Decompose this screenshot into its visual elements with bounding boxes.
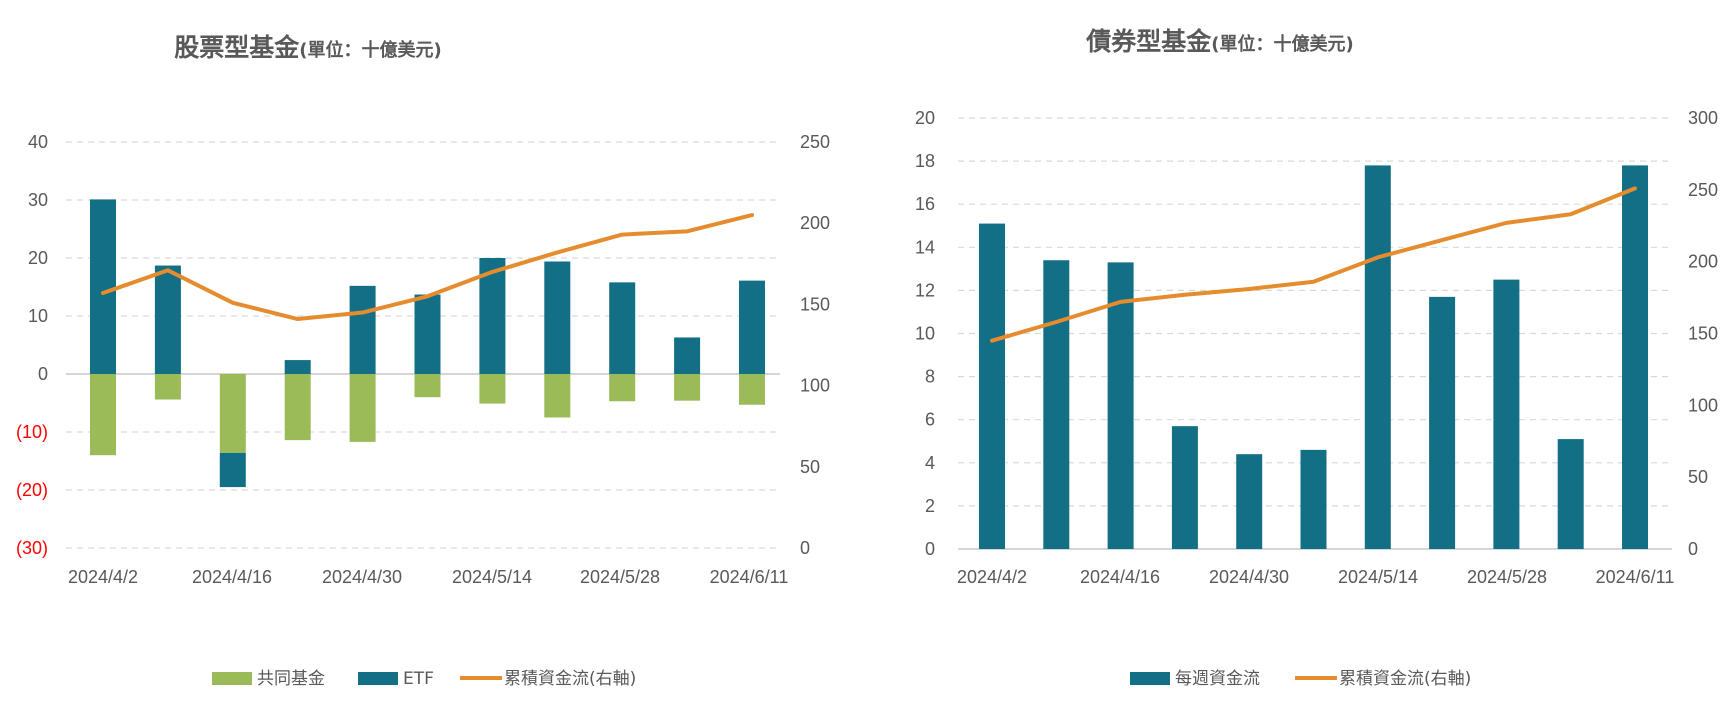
y-left-tick-label: 20 xyxy=(28,248,48,268)
mutual-fund-bar xyxy=(479,374,506,404)
legend: 每週資金流 累積資金流(右軸) xyxy=(1130,669,1471,689)
etf-bar xyxy=(544,261,571,374)
x-tick-label: 2024/5/28 xyxy=(580,567,660,587)
chart-title-main: 債券型基金 xyxy=(1085,27,1212,56)
legend: 共同基金 ETF 累積資金流(右軸) xyxy=(212,669,636,689)
y-left-tick-label: 0 xyxy=(925,539,935,559)
chart-1: 股票型基金(單位：十億美元)403020100(10)(20)(30)25020… xyxy=(16,33,830,689)
y-right-tick-label: 0 xyxy=(800,538,810,558)
etf-bar xyxy=(349,285,376,374)
legend-swatch-etf xyxy=(358,672,398,685)
etf-bar xyxy=(674,337,701,374)
etf-bar xyxy=(284,360,311,374)
mutual-fund-bar xyxy=(414,374,441,398)
y-right-tick-label: 0 xyxy=(1688,539,1698,559)
weekly-flow-bar xyxy=(1364,165,1391,549)
y-right-tick-label: 100 xyxy=(1688,395,1718,415)
weekly-flow-bar xyxy=(1171,426,1198,549)
chart-subtitle: (單位：十億美元) xyxy=(299,39,441,61)
etf-bar xyxy=(90,199,116,374)
etf-bar xyxy=(479,258,506,374)
y-left-tick-label: 30 xyxy=(28,190,48,210)
legend-label: 共同基金 xyxy=(257,669,325,689)
y-right-tick-label: 250 xyxy=(1688,180,1718,200)
mutual-fund-bar xyxy=(739,374,765,405)
legend-swatch-mutual-fund xyxy=(212,672,252,685)
x-tick-label: 2024/4/2 xyxy=(68,567,138,587)
y-right-tick-label: 50 xyxy=(1688,467,1708,487)
y-right-tick-label: 100 xyxy=(800,376,830,396)
y-left-tick-label: 10 xyxy=(915,324,935,344)
x-tick-label: 2024/6/11 xyxy=(710,567,789,587)
mutual-fund-bar xyxy=(544,374,571,418)
weekly-flow-bar xyxy=(1557,439,1584,549)
mutual-fund-bar xyxy=(609,374,636,402)
chart-title: 股票型基金(單位：十億美元) xyxy=(174,33,441,62)
x-tick-label: 2024/6/11 xyxy=(1596,567,1675,587)
y-left-tick-label: 20 xyxy=(915,108,935,128)
y-left-tick-label: 40 xyxy=(28,132,48,152)
cumulative-flow-line xyxy=(990,186,1637,343)
legend-swatch-weekly-flow xyxy=(1130,672,1170,685)
y-left-tick-label: (10) xyxy=(16,422,48,442)
mutual-fund-bar xyxy=(349,374,376,442)
y-right-tick-label: 150 xyxy=(800,294,830,314)
y-right-tick-label: 200 xyxy=(800,213,830,233)
etf-bar xyxy=(739,280,765,374)
x-tick-label: 2024/4/30 xyxy=(322,567,402,587)
y-right-tick-label: 50 xyxy=(800,457,820,477)
y-left-tick-label: 0 xyxy=(38,364,48,384)
weekly-flow-bar xyxy=(979,223,1005,549)
weekly-flow-bar xyxy=(1043,260,1070,549)
y-left-tick-label: 6 xyxy=(925,410,935,430)
legend-label: 累積資金流(右軸) xyxy=(1339,669,1471,689)
legend-label: 累積資金流(右軸) xyxy=(504,669,636,689)
x-tick-label: 2024/4/16 xyxy=(192,567,272,587)
weekly-flow-bar xyxy=(1107,262,1134,549)
x-tick-label: 2024/5/14 xyxy=(452,567,532,587)
chart-title-main: 股票型基金 xyxy=(174,33,300,62)
etf-bar xyxy=(154,265,181,374)
legend-label: ETF xyxy=(403,669,434,689)
mutual-fund-bar xyxy=(284,374,311,441)
y-left-tick-label: 10 xyxy=(28,306,48,326)
x-tick-label: 2024/4/2 xyxy=(957,567,1027,587)
weekly-flow-bar xyxy=(1493,279,1520,549)
y-left-tick-label: 16 xyxy=(915,194,935,214)
y-left-tick-label: (20) xyxy=(16,480,48,500)
y-left-tick-label: 2 xyxy=(925,496,935,516)
etf-bar xyxy=(414,294,441,374)
weekly-flow-bar xyxy=(1236,454,1263,549)
y-right-tick-label: 300 xyxy=(1688,108,1718,128)
y-right-tick-label: 200 xyxy=(1688,252,1718,272)
chart-title: 債券型基金(單位：十億美元) xyxy=(1085,27,1353,56)
mutual-fund-bar xyxy=(154,374,181,400)
mutual-fund-bar xyxy=(674,374,701,401)
y-left-tick-label: 4 xyxy=(925,453,935,473)
etf-bar xyxy=(219,452,246,488)
x-tick-label: 2024/5/14 xyxy=(1338,567,1418,587)
y-left-tick-label: 18 xyxy=(915,151,935,171)
chart-subtitle: (單位：十億美元) xyxy=(1211,33,1353,55)
mutual-fund-bar xyxy=(90,374,116,456)
chart-2: 債券型基金(單位：十億美元)20181614121086420300250200… xyxy=(915,27,1718,689)
y-left-tick-label: 8 xyxy=(925,367,935,387)
mutual-fund-bar xyxy=(219,374,246,453)
y-left-tick-label: 12 xyxy=(915,280,935,300)
y-right-tick-label: 250 xyxy=(800,132,830,152)
etf-bar xyxy=(609,282,636,374)
x-tick-label: 2024/5/28 xyxy=(1467,567,1547,587)
y-left-tick-label: 14 xyxy=(915,237,935,257)
legend-label: 每週資金流 xyxy=(1175,669,1260,689)
y-right-tick-label: 150 xyxy=(1688,324,1718,344)
weekly-flow-bar xyxy=(1622,165,1648,549)
y-left-tick-label: (30) xyxy=(16,538,48,558)
x-tick-label: 2024/4/16 xyxy=(1080,567,1160,587)
weekly-flow-bar xyxy=(1429,296,1456,549)
x-tick-label: 2024/4/30 xyxy=(1209,567,1289,587)
weekly-flow-bar xyxy=(1300,449,1327,549)
